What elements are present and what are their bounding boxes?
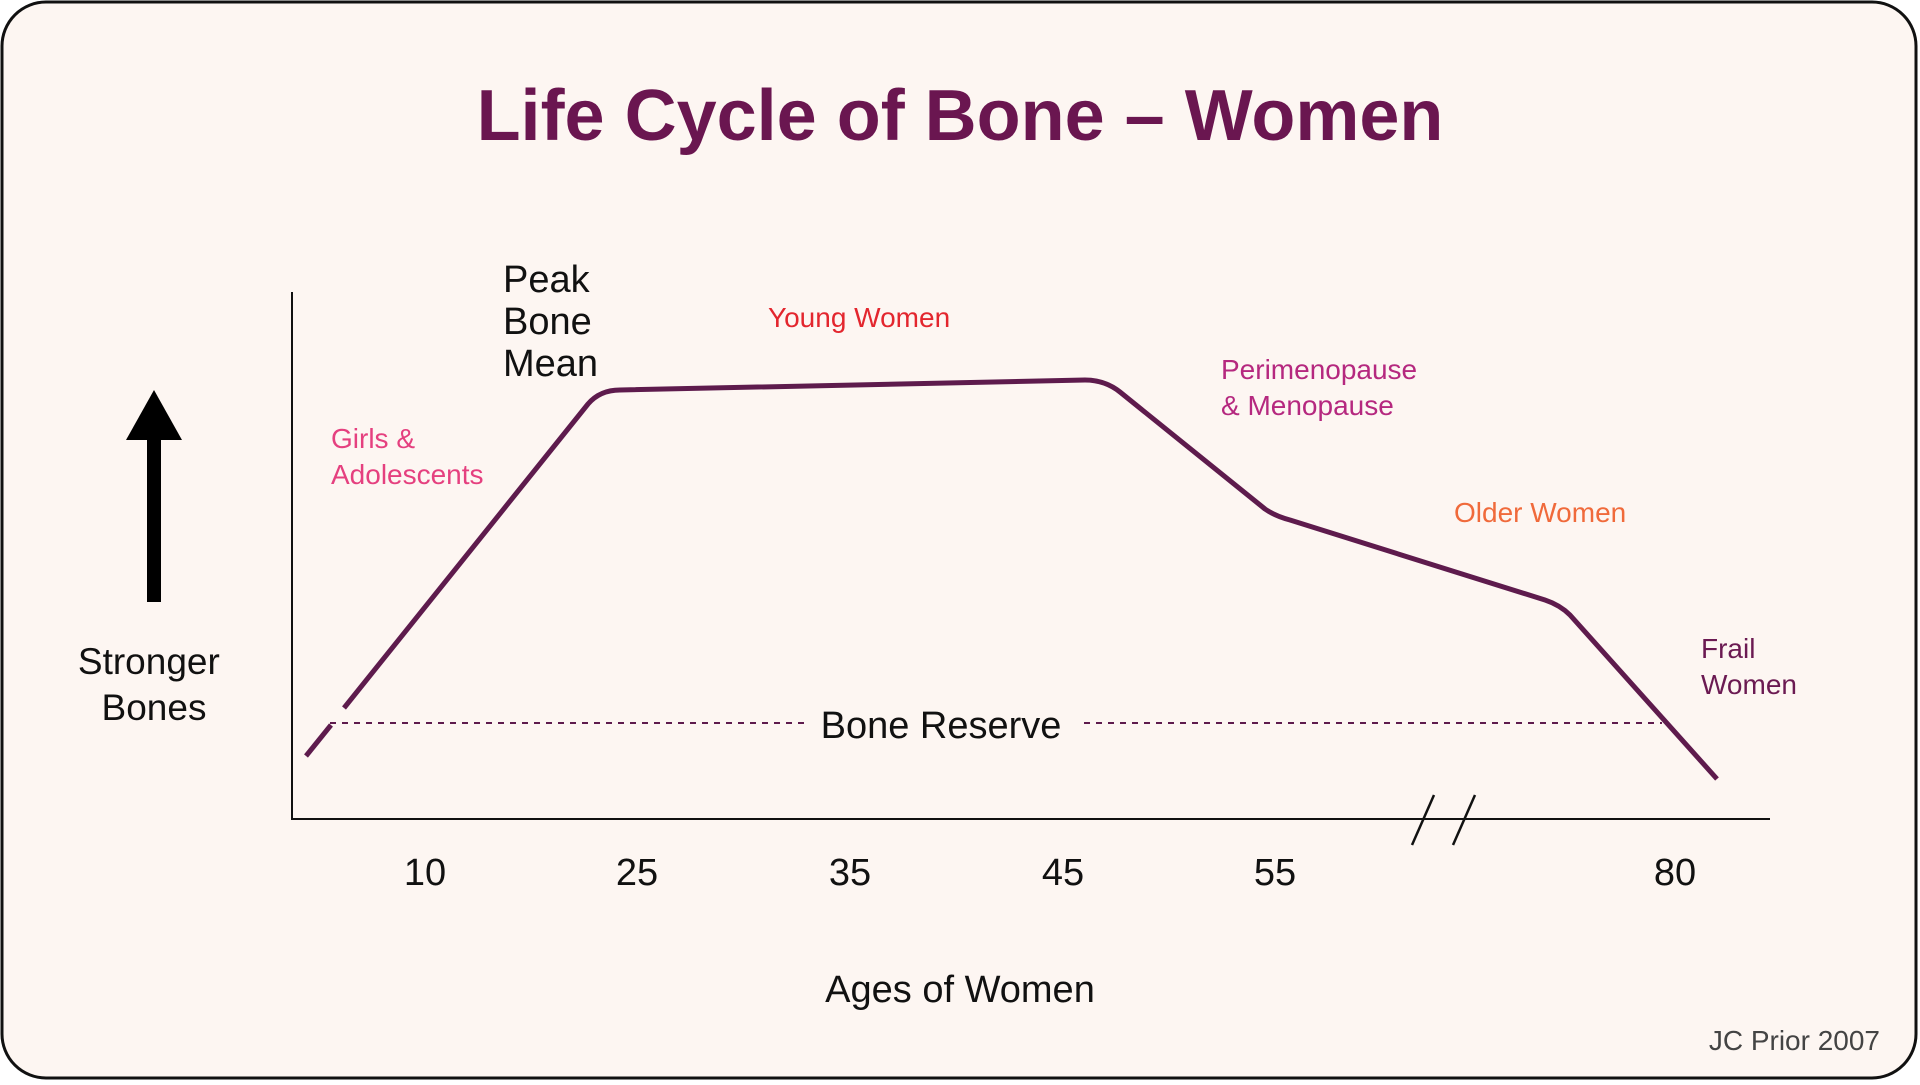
up-arrow-icon	[126, 390, 182, 602]
x-tick-label: 10	[404, 852, 446, 894]
x-tick-label: 55	[1254, 852, 1296, 894]
y-axis-label-line-1: Stronger	[78, 641, 220, 682]
annotation-frail-women: Frail Women	[1701, 633, 1797, 700]
bone-curve-start-dash	[304, 723, 333, 758]
x-tick-label: 45	[1042, 852, 1084, 894]
x-tick-label: 35	[829, 852, 871, 894]
annotation-girls-adolescents: Girls & Adolescents	[331, 423, 484, 490]
annotation-older-women: Older Women	[1454, 497, 1626, 528]
y-axis-label: Stronger Bones	[78, 641, 230, 728]
x-tick-label: 80	[1654, 852, 1696, 894]
axis-break-mark	[1410, 794, 1477, 846]
x-tick-label: 25	[616, 852, 658, 894]
x-axis-label: Ages of Women	[825, 969, 1095, 1011]
y-axis-label-line-2: Bones	[102, 687, 207, 728]
bone-curve	[304, 377, 1719, 781]
annotation-perimenopause: Perimenopause & Menopause	[1221, 354, 1425, 421]
bone-curve-line	[342, 377, 1719, 781]
bone-reserve-label: Bone Reserve	[821, 705, 1062, 747]
annotation-young-women: Young Women	[768, 302, 950, 333]
credit-text: JC Prior 2007	[1709, 1025, 1880, 1056]
annotation-peak-bone-mean: Peak Bone Mean	[503, 259, 602, 385]
chart-title: Life Cycle of Bone – Women	[477, 76, 1444, 156]
